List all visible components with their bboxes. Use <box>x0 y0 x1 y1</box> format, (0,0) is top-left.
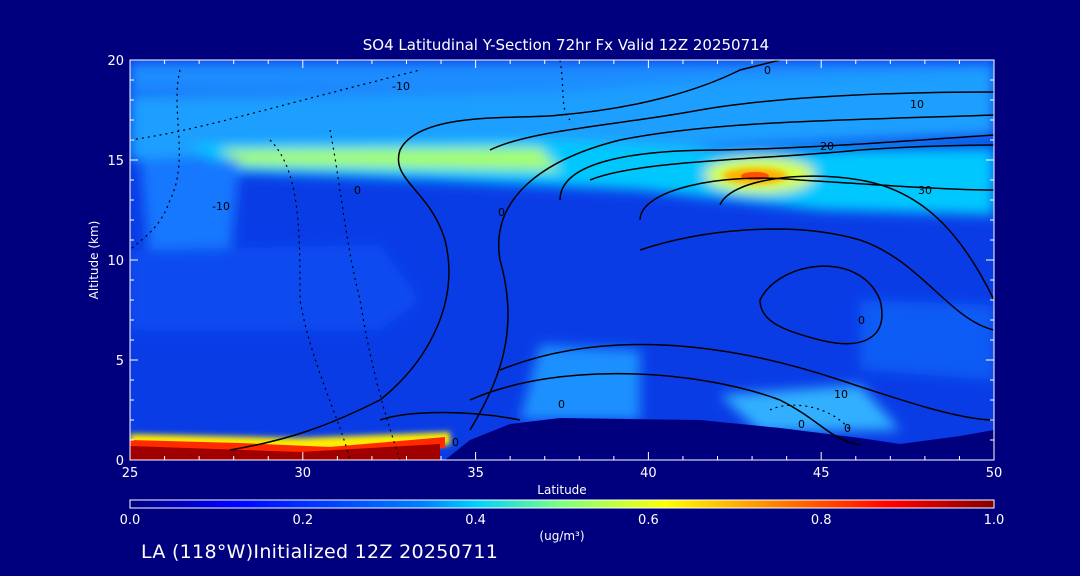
contour-label: 0 <box>844 422 851 435</box>
contour-label: 20 <box>820 140 834 153</box>
y-axis: 0 5 10 15 20 <box>107 54 994 469</box>
contour-label: 10 <box>910 98 924 111</box>
x-axis: 25 30 35 40 45 50 <box>122 60 1003 481</box>
x-axis-label: Latitude <box>537 483 586 497</box>
contour-label: 0 <box>558 398 565 411</box>
x-tick-label: 50 <box>986 466 1003 481</box>
colorbar-tick-label: 0.0 <box>120 513 141 528</box>
y-tick-label: 15 <box>107 154 124 169</box>
y-tick-label: 5 <box>116 354 124 369</box>
colorbar-tick-label: 0.4 <box>465 513 486 528</box>
contour-label: 0 <box>498 206 505 219</box>
y-axis-label: Altitude (km) <box>87 221 101 300</box>
colorbar-tick-label: 0.6 <box>638 513 659 528</box>
colorbar-tick-label: 0.8 <box>811 513 832 528</box>
contour-label-group: 0 0 0 0 0 0 0 0 -10 -10 10 10 20 30 <box>212 64 932 449</box>
colorbar-tick-label: 0.2 <box>292 513 313 528</box>
contour-label: -10 <box>392 80 410 93</box>
contour-lines <box>229 60 994 451</box>
x-tick-label: 25 <box>122 466 139 481</box>
colorbar-unit-label: (ug/m³) <box>539 529 584 543</box>
contour-label: 30 <box>918 184 932 197</box>
chart-title: SO4 Latitudinal Y-Section 72hr Fx Valid … <box>363 36 769 54</box>
x-tick-label: 40 <box>640 466 657 481</box>
x-tick-label: 35 <box>467 466 484 481</box>
x-tick-label: 30 <box>295 466 312 481</box>
contour-label: 0 <box>798 418 805 431</box>
x-tick-label: 45 <box>813 466 830 481</box>
colorbar <box>129 499 995 509</box>
y-tick-label: 10 <box>107 254 124 269</box>
contour-label: 0 <box>452 436 459 449</box>
contour-label: 0 <box>858 314 865 327</box>
y-tick-label: 0 <box>116 454 124 469</box>
contour-label: 0 <box>764 64 771 77</box>
colorbar-ticks: 0.0 0.2 0.4 0.6 0.8 1.0 <box>120 513 1005 528</box>
footer-initialized-text: LA (118°W)Initialized 12Z 20250711 <box>141 541 499 563</box>
colorbar-tick-label: 1.0 <box>984 513 1005 528</box>
heatmap-field: 0 0 0 0 0 0 0 0 -10 -10 10 10 20 30 <box>130 60 994 460</box>
contour-label: 10 <box>834 388 848 401</box>
negative-contours <box>130 60 851 460</box>
y-tick-label: 20 <box>107 54 124 69</box>
contour-label: 0 <box>354 184 361 197</box>
contour-label: -10 <box>212 200 230 213</box>
